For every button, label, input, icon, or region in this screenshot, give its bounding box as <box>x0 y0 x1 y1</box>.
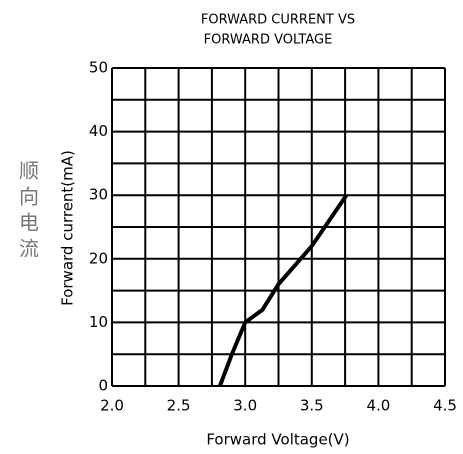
x-axis-label: Forward Voltage(V) <box>206 431 349 449</box>
x-tick-label: 3.0 <box>233 397 257 415</box>
x-tick-label: 2.0 <box>100 397 124 415</box>
y-tick-label: 50 <box>89 59 108 77</box>
chart-title: FORWARD VOLTAGE <box>204 33 333 48</box>
x-tick-label: 2.5 <box>167 397 191 415</box>
side-label: 顺向电流 <box>16 160 40 264</box>
y-tick-label: 0 <box>98 377 108 395</box>
x-tick-label: 4.5 <box>433 397 457 415</box>
y-tick-label: 20 <box>89 249 108 267</box>
x-tick-label: 4.0 <box>366 397 390 415</box>
y-tick-label: 10 <box>89 313 108 331</box>
x-tick-label: 3.5 <box>300 397 324 415</box>
y-tick-label: 30 <box>89 186 108 204</box>
y-axis-label: Forward current(mA) <box>59 150 77 306</box>
y-tick-label: 40 <box>89 122 108 140</box>
chart-title: FORWARD CURRENT VS <box>201 13 355 28</box>
data-line <box>218 194 349 387</box>
